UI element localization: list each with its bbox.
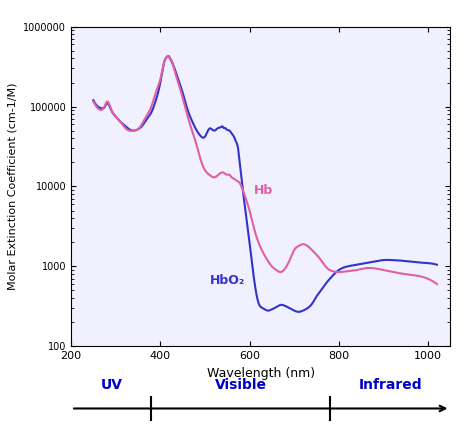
Text: Infrared: Infrared bbox=[358, 377, 422, 392]
Text: UV: UV bbox=[100, 377, 122, 392]
Y-axis label: Molar Extinction Coefficient (cm-1/M): Molar Extinction Coefficient (cm-1/M) bbox=[8, 83, 18, 290]
Text: Visible: Visible bbox=[215, 377, 266, 392]
X-axis label: Wavelength (nm): Wavelength (nm) bbox=[207, 367, 315, 380]
Text: Hb: Hb bbox=[254, 184, 273, 197]
Text: HbO₂: HbO₂ bbox=[210, 274, 245, 287]
